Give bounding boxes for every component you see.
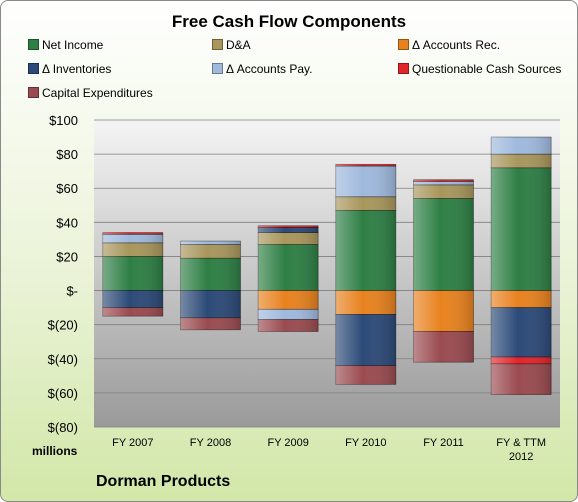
bar-segment-shading xyxy=(335,290,396,315)
bar-segment-shading xyxy=(491,307,552,358)
bar-segment-shading xyxy=(258,227,319,233)
bar-segment-shading xyxy=(180,244,241,259)
y-tick-label: $20 xyxy=(56,249,78,264)
legend-item-net-income: Net Income xyxy=(28,38,103,52)
bar-segment-shading xyxy=(335,210,396,291)
bar-segment-shading xyxy=(258,309,319,320)
bar-segment-shading xyxy=(491,154,552,168)
legend-item-d-a: D&A xyxy=(212,38,251,52)
bar-segment-shading xyxy=(102,232,163,235)
bar-segment-shading xyxy=(413,290,474,332)
bar-segment-shading xyxy=(413,198,474,291)
bar-segment-shading xyxy=(102,290,163,308)
chart-title: Free Cash Flow Components xyxy=(171,12,407,31)
legend-swatch xyxy=(398,63,409,74)
legend-label: Net Income xyxy=(42,38,104,52)
bar-segment-shading xyxy=(335,196,396,211)
bar-segment-shading xyxy=(335,314,396,366)
y-tick-label: $(80) xyxy=(48,420,78,435)
bar-segment-shading xyxy=(491,357,552,364)
bar-segment-shading xyxy=(491,167,552,291)
x-tick-label: 2012 xyxy=(509,451,533,463)
legend-label: Δ Inventories xyxy=(42,62,112,76)
legend-swatch xyxy=(212,63,223,74)
x-tick-label: FY 2007 xyxy=(112,437,153,449)
y-axis-unit-label: millions xyxy=(32,444,78,458)
legend-swatch xyxy=(28,87,39,98)
bar-segment-shading xyxy=(102,242,163,257)
legend-label: Capital Expenditures xyxy=(42,86,153,100)
x-tick-label: FY 2011 xyxy=(423,437,464,449)
y-tick-label: $60 xyxy=(56,181,78,196)
bar-segment-shading xyxy=(335,164,396,167)
bar-segment-shading xyxy=(335,166,396,197)
legend-label: D&A xyxy=(226,38,251,52)
bar-segment-shading xyxy=(180,241,241,245)
bar-segment-shading xyxy=(102,307,163,317)
bar-segment-shading xyxy=(413,179,474,182)
bar-segment-shading xyxy=(258,290,319,310)
plot-area xyxy=(94,120,560,427)
bar-segment-shading xyxy=(413,181,474,185)
bar-segment-shading xyxy=(258,244,319,291)
legend-swatch xyxy=(28,39,39,50)
legend-label: Δ Accounts Rec. xyxy=(412,38,501,52)
bar-segment-shading xyxy=(491,290,552,308)
bar-segment-shading xyxy=(413,331,474,363)
x-tick-label: FY 2009 xyxy=(267,437,308,449)
legend-item-accounts-pay: Δ Accounts Pay. xyxy=(212,62,313,76)
x-tick-label: FY 2008 xyxy=(190,437,231,449)
bar-segment-shading xyxy=(491,363,552,395)
bar-segment-shading xyxy=(491,137,552,155)
y-tick-label: $100 xyxy=(49,113,78,128)
y-tick-label: $(40) xyxy=(48,352,78,367)
legend-swatch xyxy=(28,63,39,74)
bar-segment-shading xyxy=(413,184,474,199)
bar-segment-shading xyxy=(335,365,396,385)
bar-segment-shading xyxy=(258,225,319,228)
y-tick-label: $- xyxy=(66,284,78,299)
y-tick-label: $(60) xyxy=(48,386,78,401)
legend-item-capital-expenditures: Capital Expenditures xyxy=(28,86,153,100)
legend-item-questionable-cash-sources: Questionable Cash Sources xyxy=(398,62,561,76)
company-name: Dorman Products xyxy=(96,473,231,490)
bar-segment-shading xyxy=(258,232,319,245)
legend-item-accounts-rec: Δ Accounts Rec. xyxy=(398,38,500,52)
x-tick-label: FY 2010 xyxy=(345,437,386,449)
bar-segment-shading xyxy=(180,317,241,330)
y-tick-label: $40 xyxy=(56,215,78,230)
x-tick-label: FY & TTM xyxy=(496,437,546,449)
y-tick-label: $80 xyxy=(56,147,78,162)
legend-swatch xyxy=(398,39,409,50)
y-tick-label: $(20) xyxy=(48,318,78,333)
bar-segment-shading xyxy=(258,319,319,332)
legend-label: Δ Accounts Pay. xyxy=(226,62,313,76)
legend-label: Questionable Cash Sources xyxy=(412,62,562,76)
legend-swatch xyxy=(212,39,223,50)
bar-segment-shading xyxy=(180,258,241,291)
bar-segment-shading xyxy=(102,256,163,291)
legend-item-inventories: Δ Inventories xyxy=(28,62,111,76)
bar-segment-shading xyxy=(180,290,241,318)
bar-segment-shading xyxy=(102,234,163,243)
